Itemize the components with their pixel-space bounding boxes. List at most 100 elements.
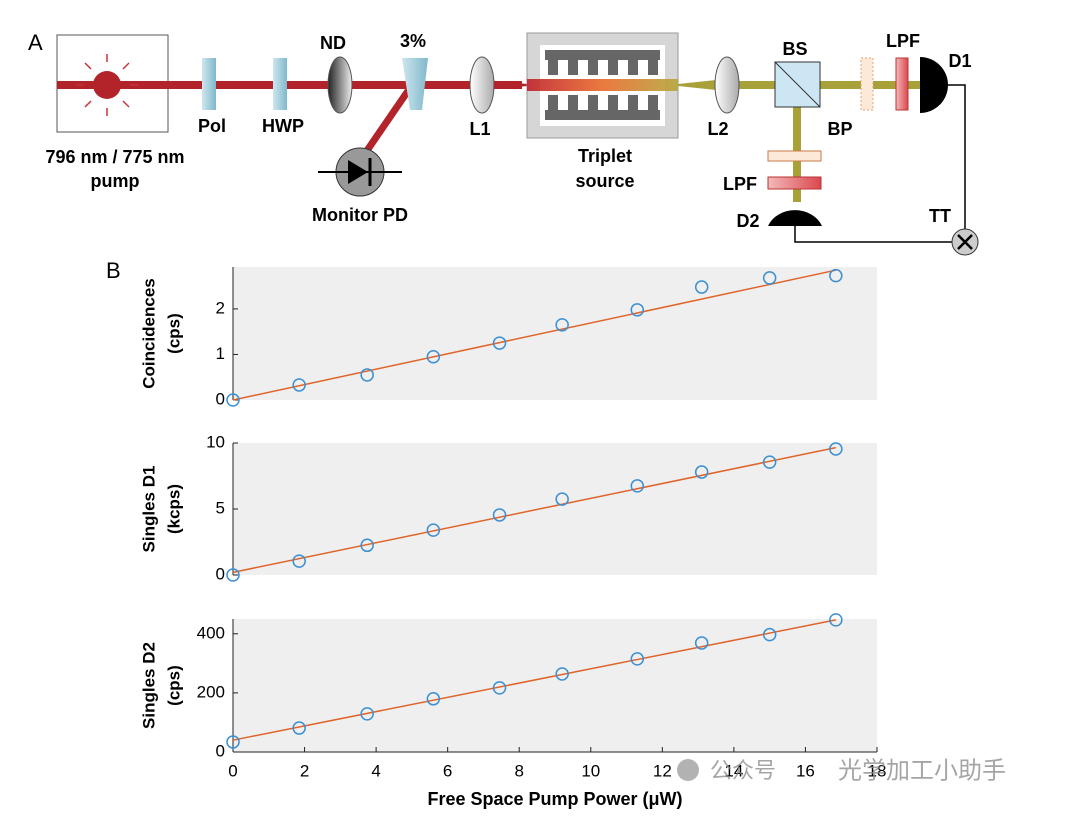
x-tick-label: 14 (724, 761, 743, 780)
fit-line (232, 619, 837, 741)
x-tick-label: 0 (228, 761, 237, 780)
label: Triplet (578, 146, 632, 166)
data-point (555, 492, 569, 506)
lpf-1 (895, 57, 909, 111)
y-axis-label: Singles D1 (139, 466, 158, 553)
fit-line (232, 269, 837, 401)
bandpass-2 (767, 150, 822, 162)
half-wave-plate (273, 58, 287, 110)
label: LPF (886, 31, 920, 51)
y-axis-label: Coincidences (139, 278, 158, 389)
panel-label: A (28, 30, 43, 55)
y-axis-label: (cps) (164, 313, 183, 354)
label: HWP (262, 116, 304, 136)
y-tick-label: 10 (206, 432, 225, 451)
detector-d1 (920, 57, 948, 113)
data-point (829, 613, 843, 627)
watermark-name: 光学加工小助手 (838, 757, 1006, 784)
lens-l2 (714, 56, 740, 114)
laser (93, 71, 121, 99)
data-point (426, 692, 441, 706)
diagram-labels: 796 nm / 775 nm pump Pol HWP ND 3% L1 Mo… (45, 31, 971, 231)
x-tick-label: 6 (443, 761, 452, 780)
setup-diagram (56, 32, 979, 256)
x-tick-label: 8 (514, 761, 523, 780)
y-tick-label: 5 (216, 498, 225, 517)
data-point (762, 271, 777, 285)
d1-wire (945, 84, 966, 229)
data-point (694, 280, 709, 294)
data-point (630, 479, 645, 493)
laser-rays (76, 54, 138, 116)
plot-area (233, 267, 877, 400)
y-tick-label: 0 (216, 564, 225, 583)
data-point (694, 465, 709, 479)
x-tick-label: 12 (653, 761, 672, 780)
watermark-account: 公众号 (710, 758, 776, 783)
y-tick-label: 400 (197, 623, 225, 642)
polarizer (202, 58, 216, 110)
fit-line (232, 446, 837, 574)
label: ND (320, 33, 346, 53)
x-tick-label: 18 (868, 761, 887, 780)
y-axis-label: (kcps) (164, 484, 183, 534)
data-point (360, 368, 374, 382)
watermark: 公众号 光学加工小助手 (677, 757, 1006, 784)
y-tick-label: 1 (216, 344, 225, 363)
data-point (555, 318, 569, 332)
diode (348, 160, 368, 184)
detector-d2 (768, 210, 822, 226)
plot-area (233, 619, 877, 752)
data-point (829, 268, 843, 283)
data-point (360, 538, 374, 553)
label: D1 (948, 51, 971, 71)
waveguide-comb (545, 50, 660, 120)
data-point (226, 735, 240, 749)
source-beam (527, 79, 678, 91)
focus-beam (494, 81, 528, 89)
bandpass-1 (860, 57, 874, 111)
data-point (492, 336, 507, 350)
x-tick-label: 2 (300, 761, 309, 780)
x-tick-label: 16 (796, 761, 815, 780)
pump-beam (57, 81, 522, 89)
x-axis-label: Free Space Pump Power (μW) (427, 789, 682, 809)
data-point (226, 568, 240, 582)
data-point (426, 523, 441, 537)
data-point (762, 627, 777, 642)
x-tick-label: 4 (371, 761, 380, 780)
data-point (829, 442, 843, 456)
tap-wedge (402, 58, 428, 110)
label: Pol (198, 116, 226, 136)
nd-filter (327, 56, 353, 114)
y-tick-label: 0 (216, 741, 225, 760)
data-point (292, 378, 306, 392)
watermark-icon (677, 759, 699, 781)
panel-label: B (106, 258, 121, 283)
data-point (630, 652, 645, 666)
label: 796 nm / 775 nm (45, 147, 184, 167)
data-point (630, 303, 645, 317)
y-tick-label: 200 (197, 682, 225, 701)
label: BS (782, 39, 807, 59)
tap-beam (363, 83, 415, 154)
y-axis-label: Singles D2 (139, 642, 158, 729)
data-point (360, 707, 374, 721)
d2-wire (794, 226, 952, 243)
label: LPF (723, 174, 757, 194)
y-axis-label: (cps) (164, 665, 183, 706)
data-point (292, 721, 306, 735)
label: BP (827, 119, 852, 139)
lens-l1 (469, 56, 495, 114)
label: pump (91, 171, 140, 191)
label: D2 (736, 211, 759, 231)
label: TT (929, 206, 951, 226)
bs-diagonal (774, 61, 821, 108)
data-point (762, 455, 777, 469)
transmitted-beam (848, 81, 920, 89)
label: Monitor PD (312, 205, 408, 225)
label: L2 (707, 119, 728, 139)
